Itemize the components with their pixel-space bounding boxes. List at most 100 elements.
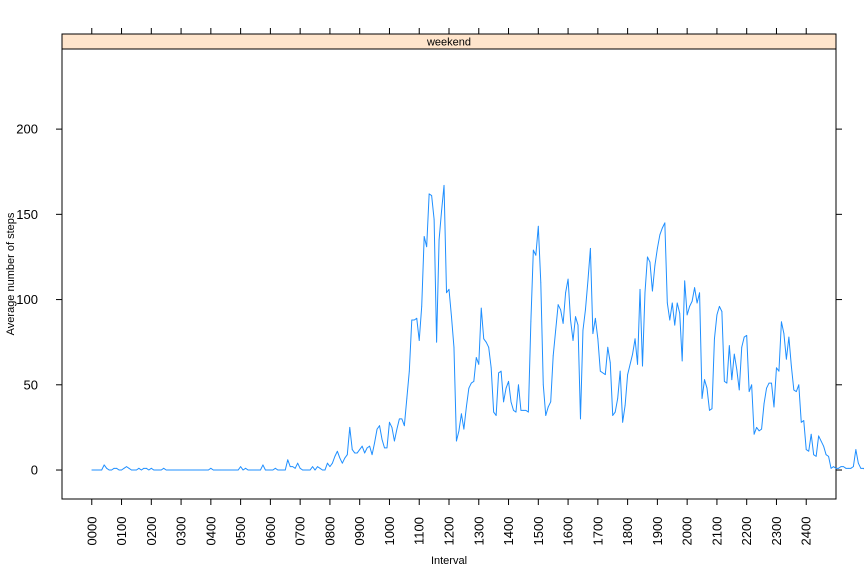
data-point-0900	[359, 449, 361, 450]
data-point-2150	[741, 346, 743, 348]
data-point-2055	[714, 338, 715, 340]
data-point-2420	[815, 455, 817, 457]
data-point-0315	[188, 469, 189, 471]
data-point-0705	[302, 469, 304, 471]
data-point-2135	[733, 353, 735, 355]
data-point-1225	[461, 413, 462, 415]
data-point-2415	[813, 454, 815, 456]
data-point-0330	[195, 469, 197, 471]
data-point-1825	[639, 288, 641, 290]
data-point-1300	[478, 363, 480, 365]
data-point-1210	[453, 346, 455, 348]
data-point-1415	[515, 411, 517, 413]
data-point-2540	[855, 449, 857, 450]
data-point-1120	[428, 193, 430, 195]
data-point-0755	[327, 462, 328, 464]
x-tick-label: 0400	[203, 517, 218, 546]
data-point-0745	[322, 469, 323, 471]
data-point-0505	[242, 469, 244, 471]
data-point-0345	[203, 469, 204, 471]
x-tick-label: 1600	[561, 517, 576, 546]
data-point-1840	[647, 256, 648, 258]
data-point-2235	[763, 403, 765, 404]
data-point-1800	[627, 374, 629, 375]
data-point-0145	[143, 467, 145, 469]
data-point-0225	[163, 467, 165, 469]
data-point-1455	[535, 254, 537, 256]
data-point-0235	[168, 469, 170, 471]
data-point-1410	[513, 409, 514, 411]
data-point-2555	[862, 467, 864, 469]
data-point-1045	[411, 319, 413, 321]
data-point-1520	[547, 406, 549, 408]
data-point-0255	[178, 469, 180, 471]
data-point-0940	[379, 425, 380, 427]
data-point-2120	[726, 382, 728, 384]
data-point-1715	[604, 374, 606, 375]
data-point-1000	[389, 421, 390, 423]
data-point-0025	[103, 464, 105, 466]
data-point-1010	[394, 440, 395, 442]
data-point-0625	[282, 469, 284, 471]
data-point-0525	[252, 469, 254, 471]
data-point-2545	[857, 462, 859, 464]
data-point-0430	[225, 469, 227, 471]
data-point-0325	[193, 469, 194, 471]
data-point-0420	[220, 469, 222, 471]
data-point-2110	[721, 311, 723, 312]
data-point-0500	[240, 466, 242, 468]
data-point-0935	[376, 428, 378, 430]
x-tick-label: 2000	[680, 517, 695, 546]
data-point-1020	[398, 418, 400, 420]
data-point-0550	[265, 469, 266, 471]
y-tick-label: 150	[16, 207, 38, 222]
data-point-1200	[448, 288, 450, 290]
data-point-1910	[661, 227, 663, 229]
data-point-0950	[384, 447, 385, 449]
data-point-0005	[93, 469, 95, 471]
data-point-0805	[332, 462, 333, 464]
data-point-0410	[215, 469, 217, 471]
data-point-2510	[840, 466, 842, 468]
data-point-2215	[753, 433, 755, 435]
data-point-2435	[823, 445, 824, 447]
data-point-1955	[684, 280, 686, 282]
data-point-2130	[731, 379, 733, 381]
data-point-0710	[304, 469, 306, 471]
data-point-1930	[671, 302, 673, 304]
data-point-0155	[148, 469, 150, 471]
data-point-2535	[852, 466, 854, 468]
data-point-1550	[562, 323, 564, 324]
data-point-0630	[284, 469, 286, 471]
data-point-0240	[170, 469, 172, 471]
data-point-1205	[451, 316, 452, 318]
data-point-1500	[537, 225, 539, 227]
data-point-0830	[344, 457, 346, 459]
data-point-1615	[575, 316, 576, 318]
data-point-1935	[674, 324, 676, 326]
data-point-1640	[587, 280, 589, 282]
data-point-0515	[247, 469, 249, 471]
data-point-0920	[369, 445, 371, 447]
data-point-1425	[520, 409, 522, 411]
data-point-1915	[664, 222, 666, 224]
data-point-2550	[860, 467, 862, 469]
x-tick-label: 0800	[322, 517, 337, 546]
data-point-0845	[351, 449, 353, 450]
data-point-0530	[255, 469, 256, 471]
data-point-2035	[704, 379, 705, 381]
data-point-0405	[212, 469, 214, 471]
data-point-1905	[659, 234, 661, 236]
data-point-2330	[790, 365, 792, 367]
data-point-2010	[691, 300, 693, 302]
data-point-1555	[565, 292, 566, 294]
data-point-1810	[632, 353, 633, 355]
data-point-0820	[339, 457, 341, 459]
data-point-1350	[503, 401, 504, 403]
x-tick-label: 0300	[174, 517, 189, 546]
x-tick-label: 1900	[650, 517, 665, 546]
data-point-0555	[267, 469, 269, 471]
x-tick-label: 2100	[709, 517, 724, 546]
data-point-0925	[371, 454, 373, 456]
data-point-1035	[406, 398, 408, 399]
